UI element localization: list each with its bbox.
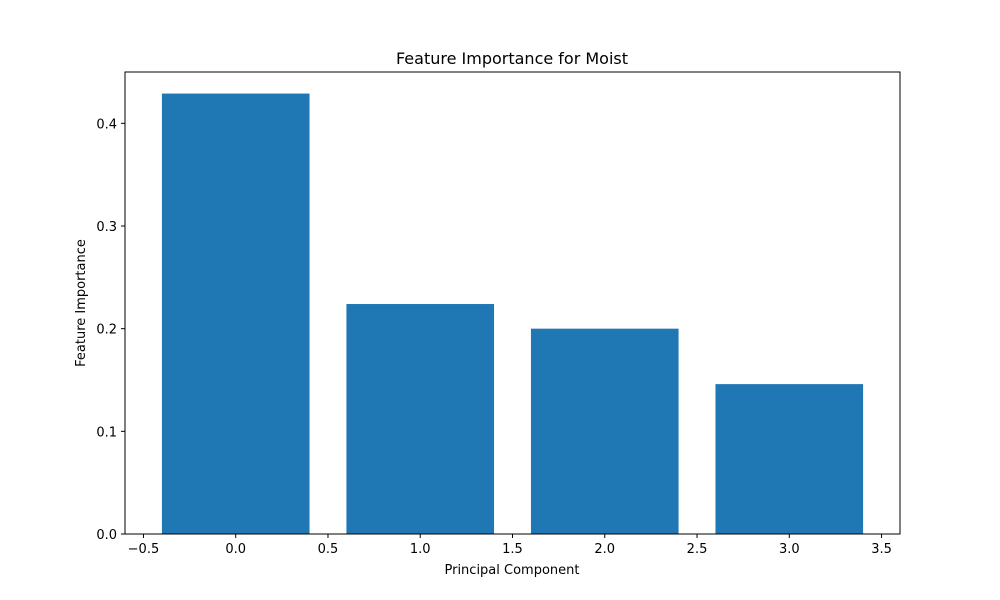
x-tick-label: 3.5 (871, 542, 892, 557)
x-axis-ticks: −0.5 0.0 0.5 1.0 1.5 2.0 2.5 3.0 3.5 (128, 534, 892, 557)
x-tick-label: 2.0 (594, 542, 615, 557)
bar-pc-0 (161, 93, 310, 534)
x-axis-label: Principal Component (444, 563, 579, 578)
y-tick-label: 0.1 (96, 425, 117, 440)
y-tick-label: 0.4 (96, 117, 117, 132)
bar-pc-1 (346, 304, 495, 534)
x-tick-label: 1.5 (502, 542, 523, 557)
plot-frame (124, 71, 901, 535)
x-tick-label: 0.0 (225, 542, 246, 557)
x-tick-label: 0.5 (318, 542, 339, 557)
y-axis-ticks: 0.0 0.1 0.2 0.3 0.4 (96, 117, 125, 543)
x-tick-label: −0.5 (128, 542, 160, 557)
x-tick-label: 1.0 (410, 542, 431, 557)
bar-pc-3 (715, 384, 864, 534)
x-tick-label: 3.0 (779, 542, 800, 557)
y-tick-label: 0.3 (96, 220, 117, 235)
y-tick-label: 0.2 (96, 323, 117, 338)
y-axis-label: Feature Importance (74, 239, 89, 367)
y-tick-label: 0.0 (96, 528, 117, 543)
x-tick-label: 2.5 (687, 542, 708, 557)
chart-title: Feature Importance for Moist (396, 49, 628, 68)
bars-group (161, 93, 864, 534)
bar-pc-2 (530, 328, 679, 534)
